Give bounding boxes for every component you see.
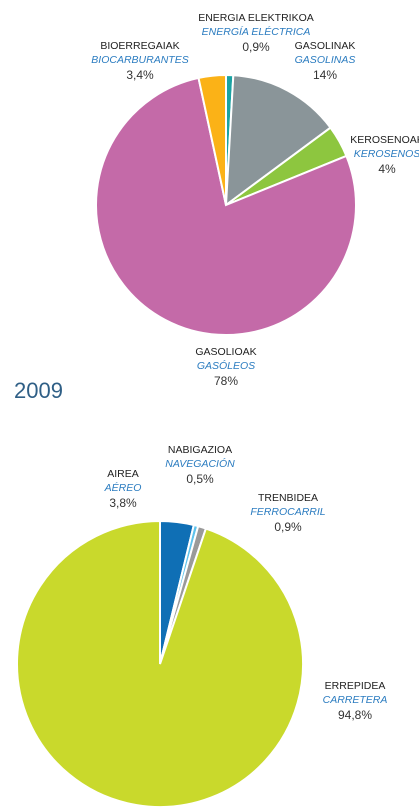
pie-slice [95, 76, 357, 336]
slice-label: BIOERREGAIAK [100, 40, 179, 52]
slice-sublabel: CARRETERA [323, 694, 388, 706]
chart-title: 2009 [14, 378, 63, 403]
slice-label: ERREPIDEA [325, 680, 386, 692]
slice-sublabel: GASOLINAS [295, 54, 356, 66]
slice-sublabel: GASÓLEOS [197, 359, 255, 372]
slice-sublabel: KEROSENOS [354, 148, 419, 160]
slice-label: NABIGAZIOA [168, 444, 232, 456]
slice-sublabel: BIOCARBURANTES [91, 54, 188, 66]
value-label: 14% [313, 68, 337, 82]
value-label: 4% [378, 162, 396, 176]
value-label: 0,9% [242, 40, 270, 54]
slice-label: AIREA [107, 468, 139, 480]
value-label: 3,4% [126, 68, 154, 82]
slice-sublabel: NAVEGACIÓN [165, 457, 235, 470]
value-label: 78% [214, 374, 238, 388]
pie-slice [224, 74, 332, 208]
value-label: 94,8% [338, 708, 372, 722]
slice-label: GASOLIOAK [195, 346, 256, 358]
slice-sublabel: AÉREO [104, 481, 142, 494]
slice-sublabel: ENERGÍA ELÉCTRICA [202, 25, 311, 38]
slice-sublabel: FERROCARRIL [250, 506, 325, 518]
value-label: 0,9% [274, 520, 302, 534]
pie-slice [16, 519, 304, 808]
value-label: 0,5% [186, 472, 214, 486]
pie-slice [197, 73, 227, 206]
slice-label: GASOLINAK [295, 40, 356, 52]
slice-label: TRENBIDEA [258, 492, 318, 504]
value-label: 3,8% [109, 496, 137, 510]
slice-label: KEROSENOAK [350, 134, 419, 146]
slice-label: ENERGIA ELEKTRIKOA [198, 12, 314, 24]
